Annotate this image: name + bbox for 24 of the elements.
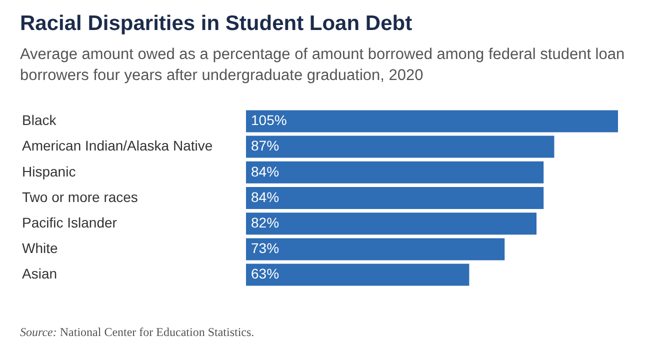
y-tick-label: Pacific Islander	[22, 214, 118, 230]
y-tick-label: Two or more races	[22, 188, 138, 205]
source-note: Source: National Center for Education Statistics.	[20, 325, 254, 339]
data-label: 87%	[251, 138, 280, 154]
bar	[246, 161, 544, 184]
bar	[246, 212, 537, 235]
chart-title: Racial Disparities in Student Loan Debt	[20, 12, 412, 36]
y-tick-label: Black	[22, 112, 58, 128]
y-tick-label: American Indian/Alaska Native	[22, 138, 213, 154]
y-tick-label: White	[22, 240, 58, 256]
bar	[246, 186, 544, 210]
data-label: 73%	[251, 240, 280, 256]
data-label: 82%	[251, 214, 280, 230]
chart-subtitle: Average amount owed as a percentage of amount borrowed among federal student loan borrowers four years after undergraduate graduation, 2020	[20, 45, 626, 86]
data-label: 105%	[251, 112, 287, 128]
bar	[246, 136, 554, 158]
y-tick-label: Asian	[22, 266, 58, 282]
bar	[246, 264, 470, 286]
bar	[246, 110, 618, 132]
data-label: 84%	[251, 188, 280, 205]
data-label: 63%	[251, 266, 280, 282]
data-label: 84%	[251, 163, 280, 180]
y-tick-label: Hispanic	[22, 163, 76, 180]
bar	[246, 238, 505, 260]
